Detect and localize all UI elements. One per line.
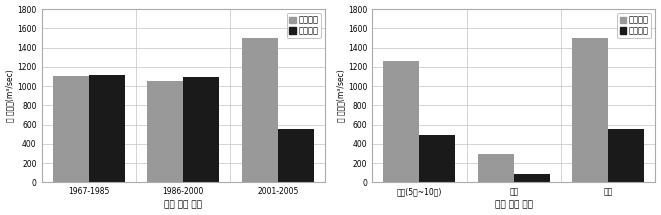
Bar	[514, 174, 550, 182]
Y-axis label: 연 유출량(m³/sec): 연 유출량(m³/sec)	[336, 69, 345, 122]
Bar	[572, 38, 608, 182]
X-axis label: 비교 대상 기간: 비교 대상 기간	[494, 200, 533, 209]
Bar	[383, 61, 419, 182]
X-axis label: 비교 대상 기간: 비교 대상 기간	[164, 200, 202, 209]
Bar	[419, 135, 455, 182]
Legend: 모의유량, 관측유량: 모의유량, 관측유량	[287, 13, 321, 38]
Legend: 모의유량, 관측유량: 모의유량, 관측유량	[617, 13, 651, 38]
Bar	[608, 129, 644, 182]
Bar	[183, 77, 219, 182]
Bar	[53, 77, 89, 182]
Bar	[242, 38, 278, 182]
Bar	[478, 154, 514, 182]
Bar	[278, 129, 313, 182]
Bar	[89, 75, 125, 182]
Bar	[147, 81, 183, 182]
Y-axis label: 연 유출량(m³/sec): 연 유출량(m³/sec)	[5, 69, 15, 122]
